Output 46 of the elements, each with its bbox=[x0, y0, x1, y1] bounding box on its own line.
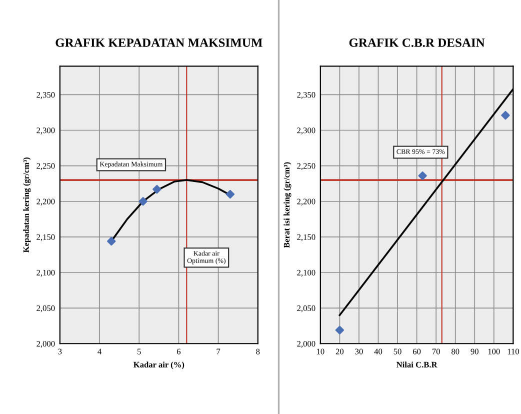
x-tick-label: 10 bbox=[316, 348, 324, 354]
x-tick-label: 100 bbox=[488, 348, 500, 354]
x-tick-label: 8 bbox=[256, 348, 260, 354]
x-axis-title: Nilai C.B.R bbox=[396, 362, 438, 368]
y-axis-title: Berat isi kering (gr/cm³) bbox=[284, 162, 292, 248]
y-tick-label: 2,100 bbox=[36, 270, 55, 277]
chart-title: GRAFIK KEPADATAN MAKSIMUM bbox=[56, 38, 262, 47]
y-tick-label: 2,250 bbox=[36, 163, 55, 170]
x-tick-label: 5 bbox=[138, 348, 141, 354]
y-tick-label: 2,050 bbox=[36, 305, 55, 312]
x-tick-label: 30 bbox=[355, 348, 363, 354]
point bbox=[226, 190, 235, 199]
chart-title: GRAFIK C.B.R DESAIN bbox=[349, 38, 485, 47]
y-axis-title: Kepadatan kering (gr/cm³) bbox=[23, 158, 31, 253]
y-tick-label: 2,250 bbox=[297, 163, 316, 170]
y-tick-label: 2,000 bbox=[297, 340, 316, 348]
x-tick-label: 3 bbox=[58, 348, 62, 354]
x-tick-label: 20 bbox=[336, 348, 344, 354]
x-tick-label: 60 bbox=[412, 348, 421, 354]
x-axis-title: Kadar air (%) bbox=[134, 362, 184, 370]
y-tick-label: 2,350 bbox=[36, 92, 55, 99]
y-tick-label: 2,200 bbox=[36, 198, 55, 206]
y-tick-label: 2,200 bbox=[297, 198, 316, 206]
x-tick-label: 80 bbox=[452, 348, 460, 354]
x-tick-label: 110 bbox=[508, 348, 519, 354]
point bbox=[418, 171, 427, 180]
point bbox=[138, 197, 148, 206]
y-tick-label: 2,000 bbox=[36, 340, 55, 348]
point bbox=[335, 326, 344, 334]
point bbox=[501, 110, 510, 120]
y-tick-label: 2,300 bbox=[36, 128, 55, 134]
point bbox=[107, 236, 116, 246]
x-tick-label: 50 bbox=[394, 348, 402, 354]
point bbox=[152, 184, 162, 194]
x-tick-label: 90 bbox=[470, 348, 478, 354]
x-tick-label: 7 bbox=[216, 348, 220, 354]
y-tick-label: 2,300 bbox=[297, 128, 316, 134]
x-tick-label: 70 bbox=[432, 348, 440, 354]
y-tick-label: 2,150 bbox=[36, 234, 55, 242]
y-tick-label: 2,100 bbox=[297, 270, 316, 277]
x-tick-label: 4 bbox=[98, 348, 102, 354]
y-tick-label: 2,050 bbox=[297, 305, 316, 312]
x-tick-label: 6 bbox=[176, 348, 181, 354]
y-tick-label: 2,350 bbox=[297, 92, 316, 99]
x-tick-label: 40 bbox=[374, 348, 382, 354]
y-tick-label: 2,150 bbox=[297, 234, 316, 242]
